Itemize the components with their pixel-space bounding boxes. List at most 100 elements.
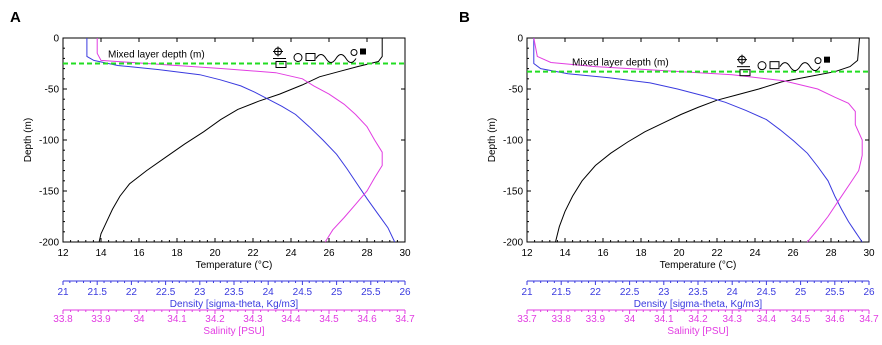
x-tick-label-density: 21.5 [87,287,107,298]
x-tick-label-salinity: 34.4 [281,314,301,325]
chart-panel-a: A 0 -50 -100 -150 -200 Depth (m) 12 14 16 18 20 22 24… [10,9,415,337]
clock-icon [758,62,766,70]
panel-letter: B [459,9,470,26]
chart-panel-b: B 0 -50 -100 -150 -200 Depth (m) 12 14 16 18 20 22 24… [459,9,879,337]
panel-letter: A [10,9,21,26]
x-tick-label-salinity: 34.3 [722,314,742,325]
x-tick-label-temperature: 28 [361,248,373,259]
x-tick-label-density: 21.5 [551,287,571,298]
x-tick-label-temperature: 18 [171,248,183,259]
x-tick-label-density: 26 [863,287,875,298]
x-axis-title-density: Density [sigma-theta, Kg/m3] [634,299,763,310]
x-tick-label-salinity: 34.4 [757,314,777,325]
box-icon [770,62,779,69]
filled-box-icon [360,49,366,55]
x-tick-label-density: 23.5 [688,287,708,298]
x-tick-label-temperature: 20 [209,248,221,259]
y-axis-label: Depth (m) [23,118,34,162]
mixed-layer-label: Mixed layer depth (m) [572,58,669,69]
x-tick-label-salinity: 34.3 [243,314,263,325]
x-axis-title-temperature: Temperature (°C) [660,260,737,271]
x-tick-label-temperature: 16 [133,248,145,259]
x-tick-label-salinity: 34 [624,314,636,325]
y-tick-label: -50 [45,85,60,96]
y-tick-label: -200 [503,238,523,249]
x-tick-label-temperature: 14 [95,248,107,259]
x-tick-label-salinity: 33.8 [551,314,571,325]
circle-icon [815,58,821,64]
plot-frame [63,38,405,242]
y-tick-label: 0 [517,34,523,45]
x-tick-label-temperature: 16 [597,248,609,259]
x-tick-label-temperature: 28 [825,248,837,259]
y-tick-label: -200 [39,238,59,249]
x-tick-label-density: 25.5 [825,287,845,298]
x-tick-label-temperature: 30 [399,248,411,259]
x-tick-label-density: 25 [795,287,807,298]
x-tick-label-density: 24 [727,287,739,298]
x-tick-label-salinity: 33.8 [53,314,73,325]
x-tick-label-salinity: 33.7 [517,314,537,325]
x-axis-title-density: Density [sigma-theta, Kg/m3] [170,299,299,310]
clock-icon [294,54,302,62]
y-tick-label: 0 [53,34,59,45]
x-tick-label-salinity: 34.6 [357,314,377,325]
x-tick-label-density: 21 [57,287,69,298]
x-tick-label-density: 22 [590,287,602,298]
cross-icon [273,47,283,57]
x-tick-label-temperature: 22 [711,248,723,259]
wave-icon [780,63,820,71]
x-tick-label-temperature: 30 [863,248,875,259]
x-tick-label-density: 22.5 [156,287,176,298]
circle-icon [351,50,357,56]
wave-icon [316,55,356,63]
cross-icon [737,55,747,65]
x-tick-label-salinity: 34.2 [688,314,708,325]
y-tick-label: -50 [509,85,524,96]
mixed-layer-label: Mixed layer depth (m) [108,50,205,61]
x-tick-label-temperature: 18 [635,248,647,259]
x-axis-title-temperature: Temperature (°C) [196,260,273,271]
x-tick-label-salinity: 34 [133,314,145,325]
y-tick-label: -150 [39,187,59,198]
x-tick-label-density: 21 [521,287,533,298]
x-tick-label-density: 23.5 [224,287,244,298]
y-tick-label: -100 [39,136,59,147]
x-tick-label-density: 26 [399,287,411,298]
x-tick-label-density: 23 [194,287,206,298]
x-tick-label-temperature: 12 [521,248,533,259]
x-tick-label-temperature: 24 [749,248,761,259]
x-tick-label-density: 25 [331,287,343,298]
x-tick-label-density: 23 [658,287,670,298]
x-axis-title-salinity: Salinity [PSU] [667,326,728,337]
x-tick-label-density: 24.5 [757,287,777,298]
x-tick-label-salinity: 34.5 [791,314,811,325]
x-tick-label-salinity: 34.1 [654,314,674,325]
x-tick-label-density: 22 [126,287,138,298]
x-tick-label-density: 24.5 [293,287,313,298]
x-tick-label-temperature: 24 [285,248,297,259]
x-tick-label-temperature: 20 [673,248,685,259]
x-tick-label-temperature: 26 [323,248,335,259]
filled-box-icon [824,57,830,63]
x-tick-label-salinity: 34.5 [319,314,339,325]
x-tick-label-density: 25.5 [361,287,381,298]
x-tick-label-salinity: 33.9 [586,314,606,325]
x-tick-label-temperature: 14 [559,248,571,259]
x-tick-label-temperature: 22 [247,248,259,259]
x-tick-label-density: 24 [263,287,275,298]
x-tick-label-salinity: 33.9 [91,314,111,325]
x-axis-title-salinity: Salinity [PSU] [203,326,264,337]
x-tick-label-salinity: 34.7 [859,314,879,325]
x-tick-label-temperature: 12 [57,248,69,259]
x-tick-label-salinity: 34.6 [825,314,845,325]
x-tick-label-density: 22.5 [620,287,640,298]
x-tick-label-salinity: 34.7 [395,314,415,325]
y-axis-label: Depth (m) [487,118,498,162]
series-line-salinity [97,38,382,242]
x-tick-label-salinity: 34.1 [167,314,187,325]
x-tick-label-salinity: 34.2 [205,314,225,325]
box-icon [306,54,315,61]
